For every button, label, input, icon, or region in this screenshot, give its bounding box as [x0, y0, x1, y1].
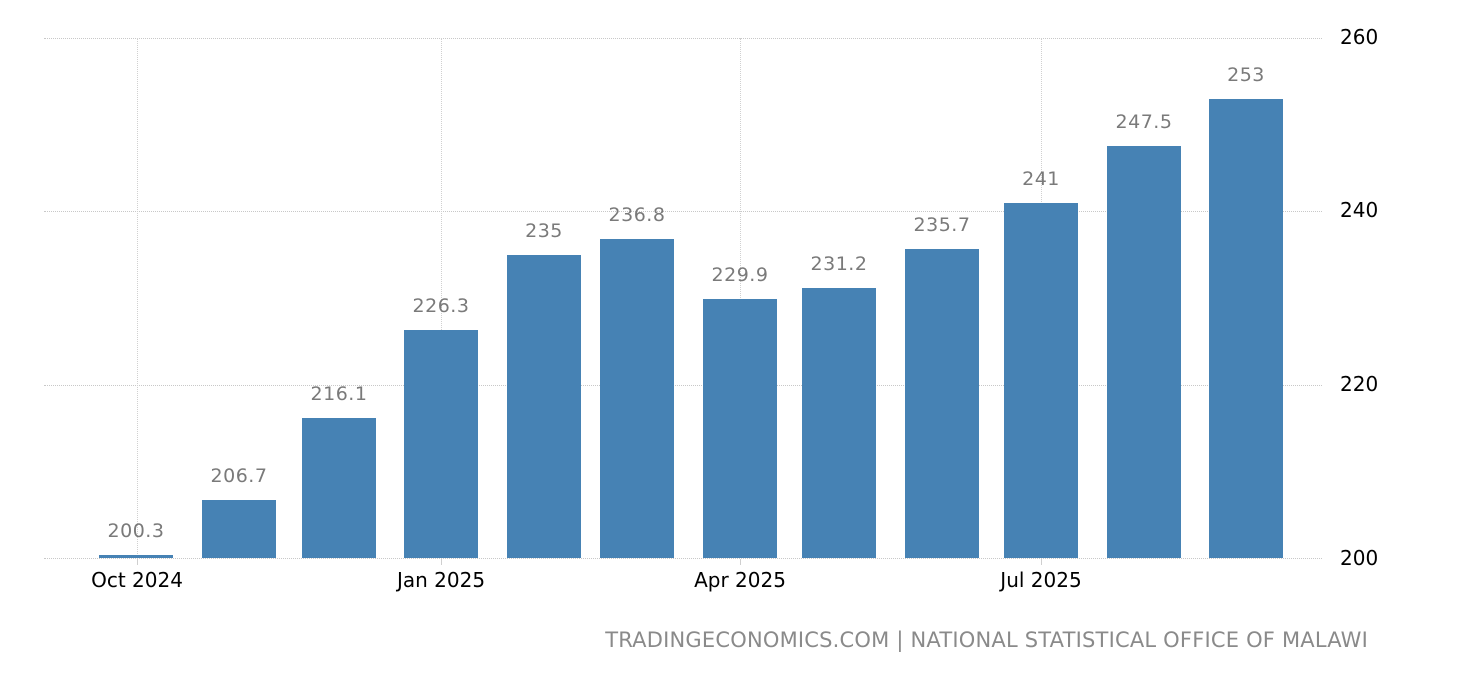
y-tick-label: 260: [1340, 25, 1379, 49]
bar: [802, 287, 876, 558]
bar: [507, 254, 581, 558]
bar: [404, 330, 478, 558]
gridline-jan-2025: [441, 38, 442, 558]
bar: [1004, 202, 1078, 558]
x-tick-label: Jul 2025: [1000, 568, 1082, 592]
bar: [99, 555, 173, 558]
gridline-200: [44, 558, 1322, 559]
x-tick-label: Apr 2025: [694, 568, 786, 592]
x-tick-label: Oct 2024: [91, 568, 183, 592]
x-tick-label: Jan 2025: [396, 568, 486, 592]
gridline-220: [44, 385, 1322, 386]
bar: [1209, 98, 1283, 558]
x-tick: [740, 559, 741, 565]
bar-value-label: 236.8: [608, 204, 666, 227]
bar-value-label: 229.9: [711, 263, 769, 286]
y-tick-label: 200: [1340, 546, 1379, 570]
bar-value-label: 231.2: [810, 252, 868, 275]
bar: [1107, 146, 1181, 558]
gridline-apr-2025: [740, 38, 741, 558]
gridline-oct-2024: [137, 38, 138, 558]
bar-value-label: 247.5: [1115, 111, 1173, 134]
bar: [703, 298, 777, 558]
bar-value-label: 241: [1022, 167, 1060, 190]
gridline-240: [44, 211, 1322, 212]
bar: [905, 248, 979, 558]
bar-value-label: 216.1: [310, 383, 368, 406]
bar-value-label: 206.7: [210, 464, 268, 487]
bar: [302, 418, 376, 558]
source-credit: TRADINGECONOMICS.COM | NATIONAL STATISTI…: [605, 628, 1368, 652]
y-tick-label: 220: [1340, 372, 1379, 396]
bar-value-label: 200.3: [107, 520, 165, 543]
y-tick-label: 240: [1340, 198, 1379, 222]
bar: [600, 239, 674, 558]
bar-value-label: 253: [1227, 63, 1265, 86]
bar-value-label: 235: [525, 219, 563, 242]
x-tick: [137, 559, 138, 565]
x-tick: [1041, 559, 1042, 565]
x-tick: [441, 559, 442, 565]
gridline-260: [44, 38, 1322, 39]
bar: [202, 499, 276, 558]
bar-value-label: 226.3: [412, 295, 470, 318]
bar-value-label: 235.7: [913, 213, 971, 236]
